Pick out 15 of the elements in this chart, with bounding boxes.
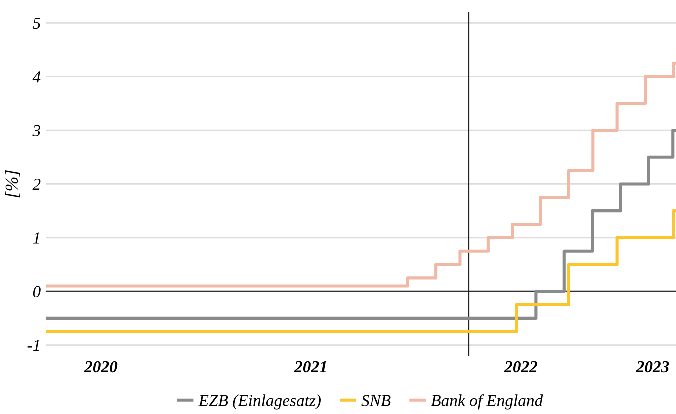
y-tick-label: 1 xyxy=(33,232,40,244)
y-tick-label: 4 xyxy=(32,72,41,83)
y-tick-label: 5 xyxy=(33,18,41,30)
y-tick-label: 3 xyxy=(32,125,41,136)
legend-label: Bank of England xyxy=(431,394,544,410)
y-axis-title: [%] xyxy=(5,170,20,198)
x-tick-label: 2022 xyxy=(504,361,538,373)
legend-label: SNB xyxy=(362,395,391,406)
x-tick-label: 2023 xyxy=(636,361,670,373)
legend-label: EZB (Einlagesatz) xyxy=(198,394,321,410)
x-tick-label: 2020 xyxy=(84,361,118,373)
y-tick-label: -1 xyxy=(28,340,40,352)
x-tick-label: 2021 xyxy=(294,361,326,373)
y-tick-label: 2 xyxy=(32,178,41,190)
y-tick-label: 0 xyxy=(33,286,41,298)
